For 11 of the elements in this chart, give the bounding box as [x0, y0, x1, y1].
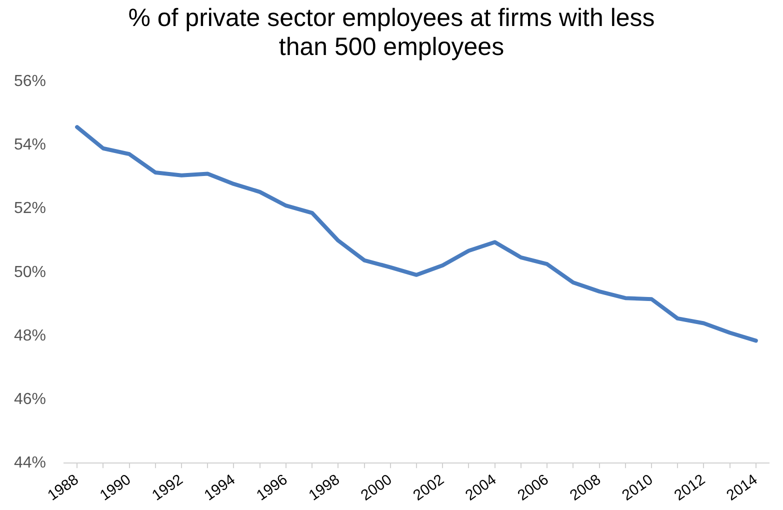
chart-title: % of private sector employees at firms with less than 500 employees — [127, 4, 656, 62]
y-tick-label: 52% — [14, 200, 46, 218]
y-tick-label: 56% — [14, 73, 46, 90]
y-tick-label: 44% — [14, 454, 46, 472]
y-tick-label: 48% — [14, 327, 46, 344]
x-tick-label: 2010 — [619, 471, 656, 504]
y-tick-label: 54% — [14, 136, 46, 154]
x-tick-label: 1990 — [96, 471, 134, 504]
x-tick-label: 2000 — [358, 471, 396, 504]
y-tick-label: 46% — [14, 390, 46, 408]
y-tick-label: 50% — [14, 264, 46, 281]
